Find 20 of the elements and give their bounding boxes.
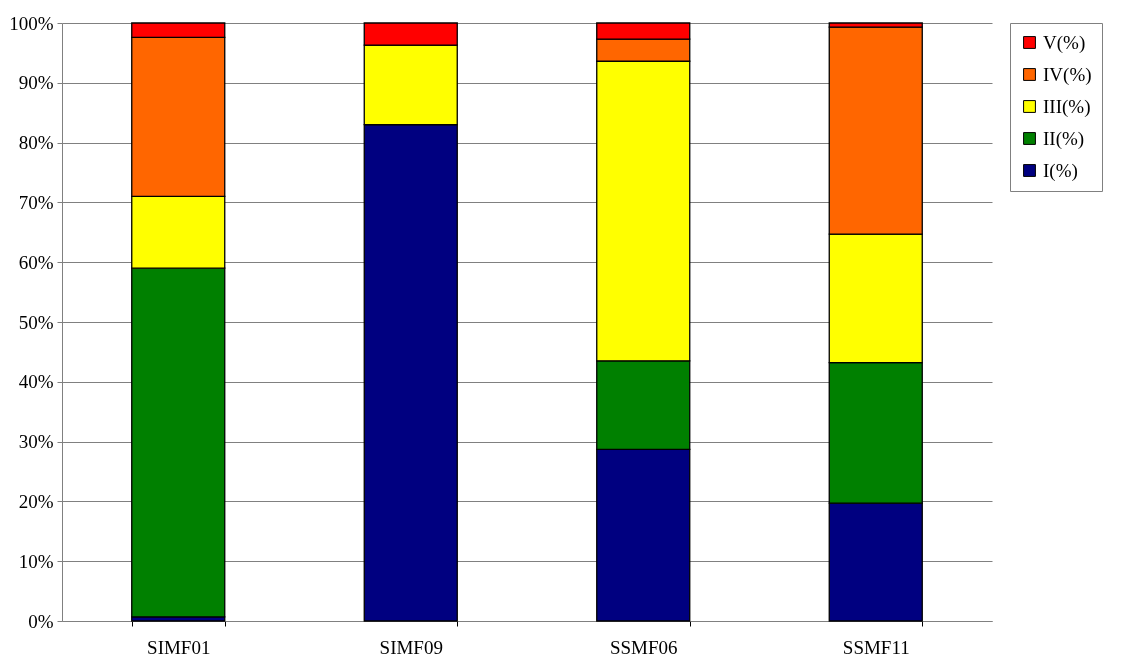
x-tick-label: SSMF06 [609,636,678,658]
y-tick-label: 40% [18,371,54,393]
legend-label: I(%) [1043,159,1078,182]
y-tick-label: 70% [18,191,54,213]
y-tick-label: 80% [18,132,54,154]
y-tick-label: 90% [18,72,54,94]
y-tick-label: 50% [18,311,54,333]
y-tick-label: 60% [18,251,54,273]
legend-label: III(%) [1043,95,1091,118]
y-tick-label: 20% [18,490,54,512]
y-tick-label: 0% [28,610,54,632]
legend-label: IV(%) [1043,63,1092,86]
y-tick-label: 100% [9,12,54,34]
x-tick-label: SIMF09 [379,636,443,658]
legend-label: II(%) [1043,127,1085,150]
y-tick-label: 10% [18,550,54,572]
x-tick-label: SIMF01 [147,636,211,658]
legend-label: V(%) [1043,31,1086,54]
y-tick-label: 30% [18,431,54,453]
x-tick-label: SSMF11 [842,636,910,658]
